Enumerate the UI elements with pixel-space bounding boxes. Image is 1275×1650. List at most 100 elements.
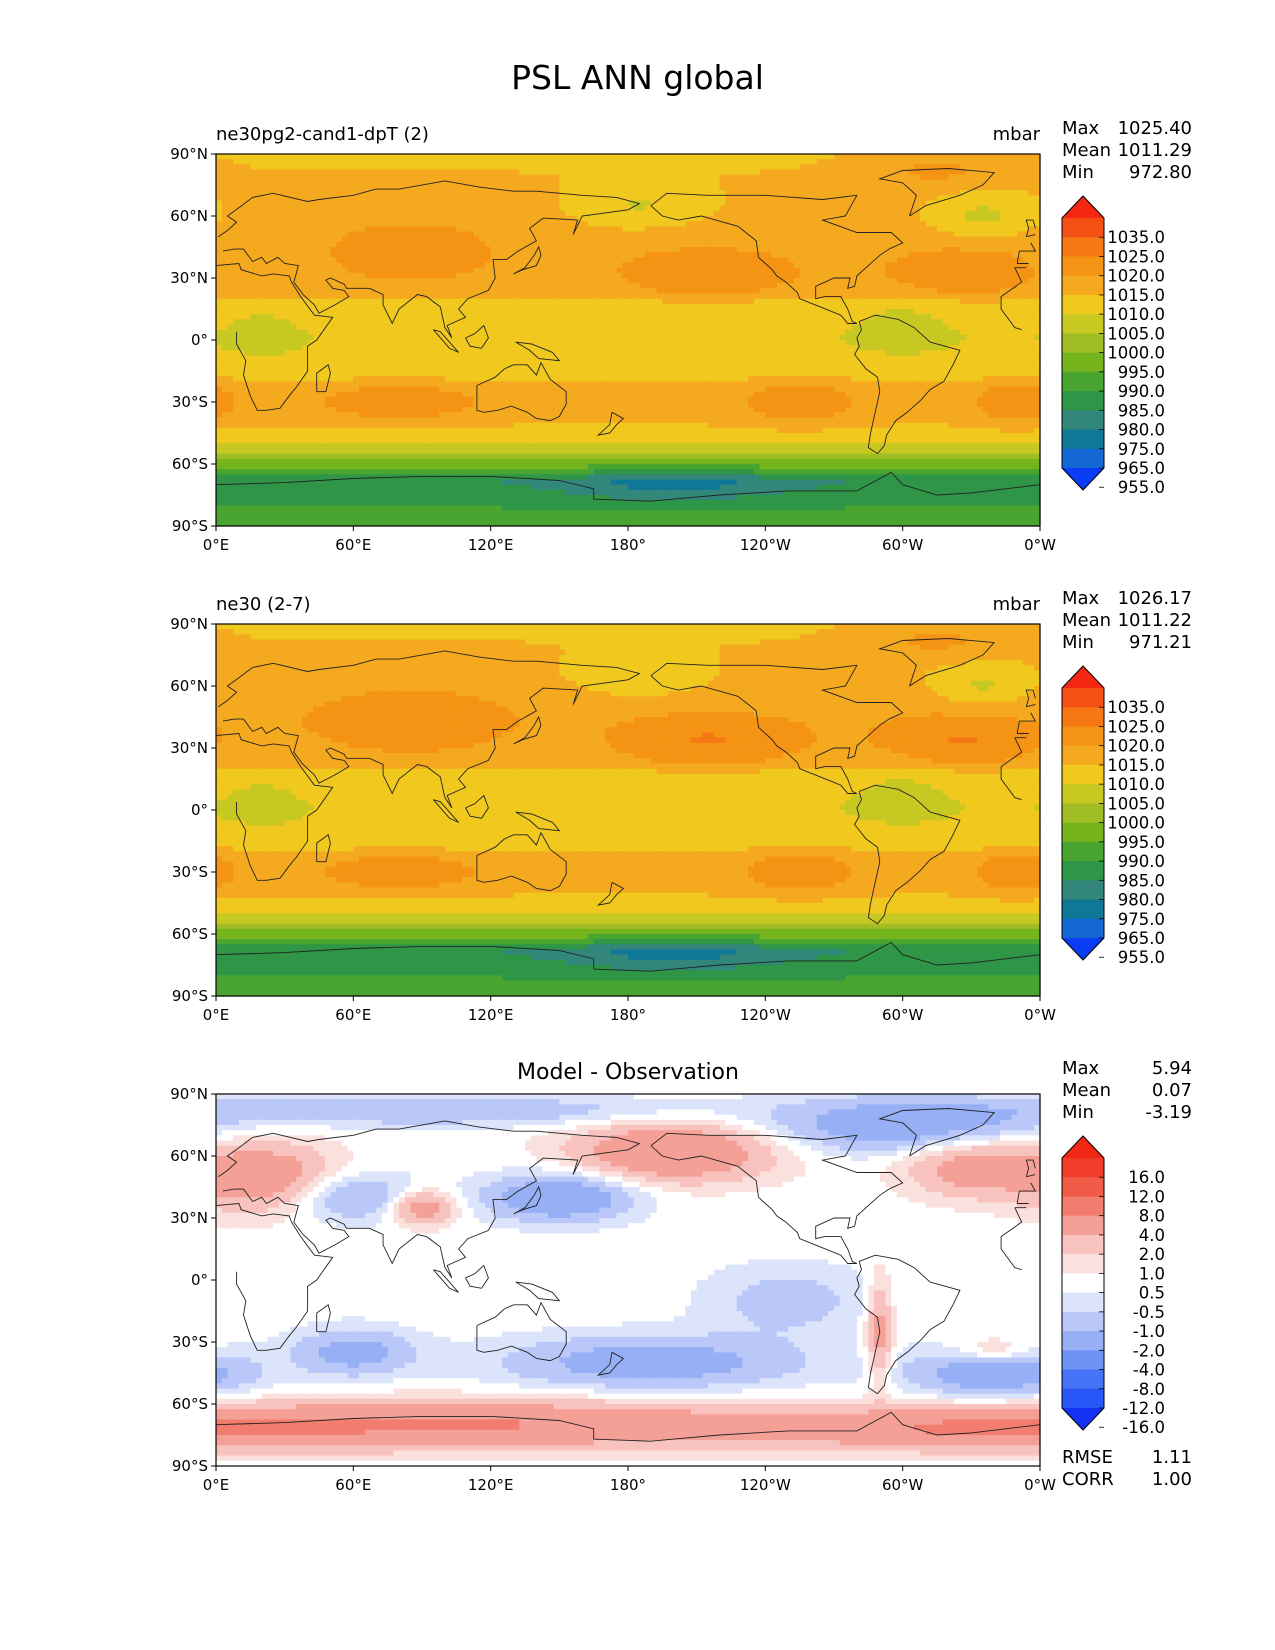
field-cell	[696, 190, 703, 196]
field-cell	[965, 303, 972, 310]
field-cell	[650, 159, 658, 165]
field-cell	[759, 272, 766, 279]
field-cell	[891, 303, 898, 310]
field-cell	[450, 241, 457, 248]
field-cell	[513, 314, 520, 320]
field-cell	[628, 272, 635, 279]
field-cell	[874, 210, 881, 217]
field-cell	[381, 298, 389, 305]
field-cell	[1017, 205, 1024, 212]
field-cell	[301, 257, 309, 264]
field-cell	[376, 190, 383, 196]
field-cell	[290, 210, 297, 217]
field-cell	[690, 267, 698, 274]
field-cell	[462, 174, 469, 181]
field-cell	[977, 190, 984, 196]
field-cell	[593, 226, 600, 233]
field-cell	[679, 298, 686, 305]
field-cell	[879, 272, 887, 279]
field-cell	[576, 329, 583, 336]
field-cell	[959, 195, 967, 202]
field-cell	[639, 200, 646, 207]
field-cell	[427, 324, 435, 331]
field-cell	[319, 174, 326, 181]
field-cell	[782, 169, 789, 176]
field-cell	[788, 190, 795, 196]
field-cell	[616, 309, 623, 315]
field-cell	[507, 164, 515, 171]
field-cell	[685, 252, 692, 258]
field-cell	[828, 174, 835, 181]
field-cell	[525, 216, 532, 222]
field-cell	[856, 272, 864, 279]
field-cell	[393, 169, 400, 176]
field-cell	[422, 303, 429, 310]
field-cell	[576, 154, 583, 160]
field-cell	[513, 283, 520, 289]
field-cell	[948, 210, 955, 217]
min-value: 972.80	[1129, 162, 1192, 184]
field-cell	[1005, 216, 1012, 222]
field-cell	[565, 278, 572, 284]
field-cell	[278, 226, 286, 233]
field-cell	[690, 159, 698, 165]
field-cell	[719, 303, 726, 310]
field-cell	[862, 324, 869, 331]
field-cell	[605, 179, 612, 186]
field-cell	[919, 293, 927, 300]
field-cell	[244, 272, 251, 279]
field-cell	[233, 221, 240, 227]
field-cell	[633, 288, 641, 295]
field-cell	[616, 236, 623, 243]
field-cell	[416, 329, 423, 336]
field-cell	[679, 267, 686, 274]
field-cell	[874, 288, 881, 295]
field-cell	[587, 247, 595, 253]
field-cell	[1028, 195, 1035, 202]
field-cell	[673, 314, 681, 320]
field-cell	[284, 252, 291, 258]
field-cell	[834, 262, 841, 269]
field-cell	[633, 314, 641, 320]
field-cell	[771, 272, 778, 279]
field-cell	[914, 257, 921, 264]
field-cell	[473, 324, 480, 331]
field-cell	[742, 252, 749, 258]
field-cell	[570, 319, 578, 326]
field-cell	[307, 190, 314, 196]
field-cell	[828, 278, 835, 284]
field-cell	[525, 262, 532, 269]
field-cell	[736, 205, 744, 212]
field-cell	[834, 236, 841, 243]
field-cell	[587, 174, 595, 181]
field-cell	[444, 262, 452, 269]
field-cell	[748, 159, 755, 165]
field-cell	[856, 226, 864, 233]
field-cell	[891, 262, 898, 269]
field-cell	[954, 324, 961, 331]
field-cell	[851, 190, 858, 196]
field-cell	[948, 236, 955, 243]
field-cell	[994, 298, 1001, 305]
field-cell	[284, 236, 291, 243]
field-cell	[885, 195, 892, 202]
field-cell	[622, 324, 629, 331]
field-cell	[685, 283, 692, 289]
field-cell	[650, 329, 658, 336]
field-cell	[948, 200, 955, 207]
field-cell	[387, 314, 394, 320]
field-cell	[410, 329, 417, 336]
field-cell	[496, 190, 503, 196]
field-cell	[387, 309, 394, 315]
field-cell	[885, 226, 892, 233]
field-cell	[650, 210, 658, 217]
field-cell	[582, 195, 589, 202]
field-cell	[851, 210, 858, 217]
field-cell	[914, 190, 921, 196]
field-cell	[359, 236, 366, 243]
field-cell	[238, 303, 246, 310]
field-cell	[633, 200, 641, 207]
field-cell	[364, 210, 372, 217]
field-cell	[988, 185, 995, 191]
field-cell	[725, 283, 732, 289]
